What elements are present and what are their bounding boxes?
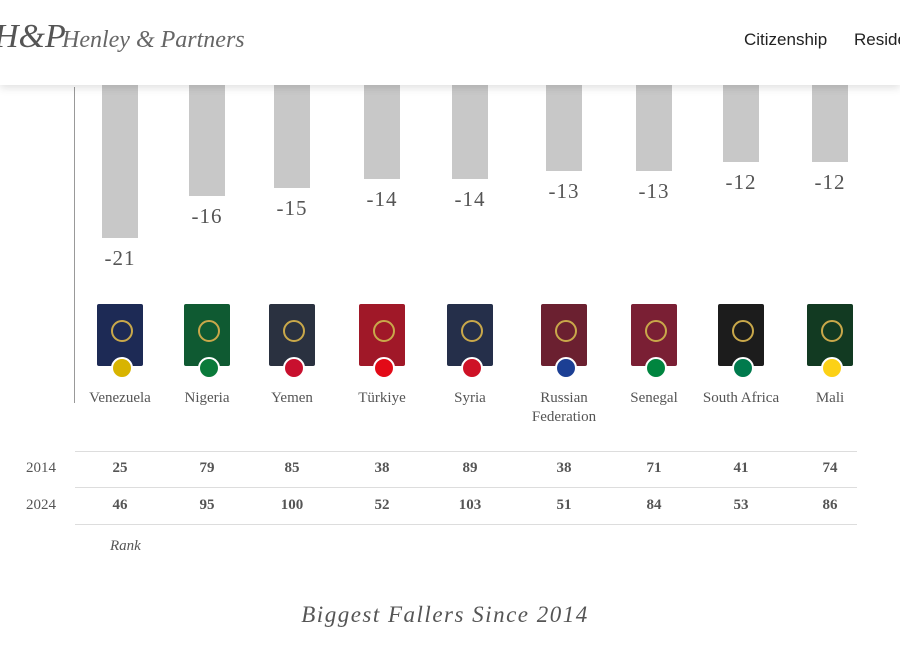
table-cell: 25: [112, 460, 128, 476]
passport-emblem: [283, 320, 305, 342]
table-cell: 38: [374, 460, 390, 476]
value-label: -13: [638, 178, 670, 203]
table-cell: 41: [733, 460, 749, 476]
value-label: -12: [725, 170, 757, 195]
row-label: 2014: [26, 460, 56, 476]
flag: [732, 357, 754, 379]
nav-link[interactable]: Citizenship: [744, 30, 828, 49]
category-label: Syria: [454, 390, 486, 406]
passport-emblem: [555, 320, 577, 342]
table-cell: 103: [458, 497, 482, 513]
row-label: 2024: [26, 497, 56, 513]
table-cell: 71: [646, 460, 662, 476]
flag: [645, 357, 667, 379]
flag: [283, 357, 305, 379]
table-cell: 53: [733, 497, 749, 513]
brand[interactable]: Henley & Partners: [62, 27, 245, 53]
table-cell: 79: [199, 460, 215, 476]
value-label: -13: [548, 178, 580, 203]
passport-emblem: [461, 320, 483, 342]
flag: [373, 357, 395, 379]
table-rule: [75, 487, 857, 488]
nav-link[interactable]: Reside: [854, 30, 900, 49]
passport-emblem: [373, 320, 395, 342]
category-label: Senegal: [630, 390, 678, 406]
category-label: Mali: [815, 390, 845, 406]
passport-emblem: [198, 320, 220, 342]
category-label: Russian Federation: [531, 390, 597, 425]
table-cell: 38: [556, 460, 572, 476]
table-cell: 100: [280, 497, 304, 513]
table-cell: 84: [646, 497, 662, 513]
value-label: -14: [454, 187, 486, 212]
footer-title: Biggest Fallers Since 2014: [301, 602, 589, 627]
category-label: Venezuela: [89, 390, 151, 406]
category-label: Türkiye: [358, 390, 406, 406]
table-caption: Rank: [110, 538, 141, 554]
table-cell: 52: [374, 497, 390, 513]
table-cell: 85: [284, 460, 300, 476]
table-cell: 86: [822, 497, 838, 513]
flag: [461, 357, 483, 379]
table-rule: [75, 524, 857, 525]
table-cell: 51: [556, 497, 572, 513]
bar: [102, 61, 138, 239]
passport-emblem: [821, 320, 843, 342]
value-label: -15: [276, 195, 308, 220]
axis-line: [74, 87, 75, 403]
table-cell: 95: [199, 497, 215, 513]
logo-mark[interactable]: H&P: [0, 18, 66, 55]
flag: [821, 357, 843, 379]
table-cell: 74: [822, 460, 838, 476]
passport-emblem: [111, 320, 133, 342]
flag: [198, 357, 220, 379]
header: H&P Henley & Partners Citizenship Reside: [0, 0, 900, 85]
value-label: -12: [814, 170, 846, 195]
value-label: -21: [104, 246, 136, 271]
value-label: -14: [366, 187, 398, 212]
table-rule: [75, 451, 857, 452]
table-cell: 89: [462, 460, 478, 476]
table-cell: 46: [112, 497, 128, 513]
value-label: -16: [191, 204, 223, 229]
flag: [111, 357, 133, 379]
category-label: Yemen: [271, 390, 313, 406]
passport-emblem: [645, 320, 667, 342]
category-label: Nigeria: [184, 390, 230, 406]
flag: [555, 357, 577, 379]
passport-emblem: [732, 320, 754, 342]
category-label: South Africa: [702, 390, 780, 406]
